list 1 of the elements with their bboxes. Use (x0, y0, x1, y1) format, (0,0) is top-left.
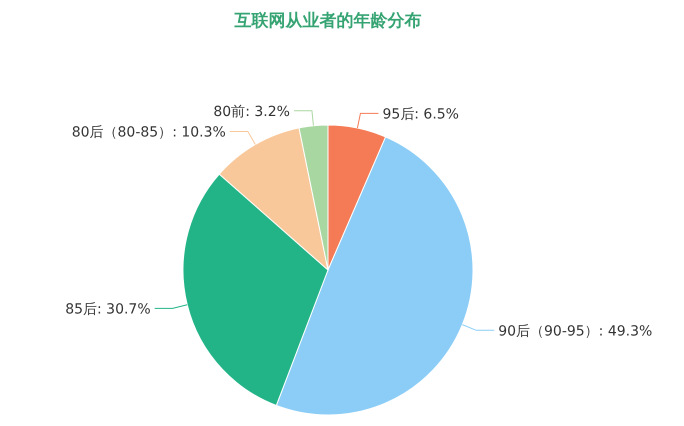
title: 互联网从业者的年龄分布 (234, 11, 422, 31)
